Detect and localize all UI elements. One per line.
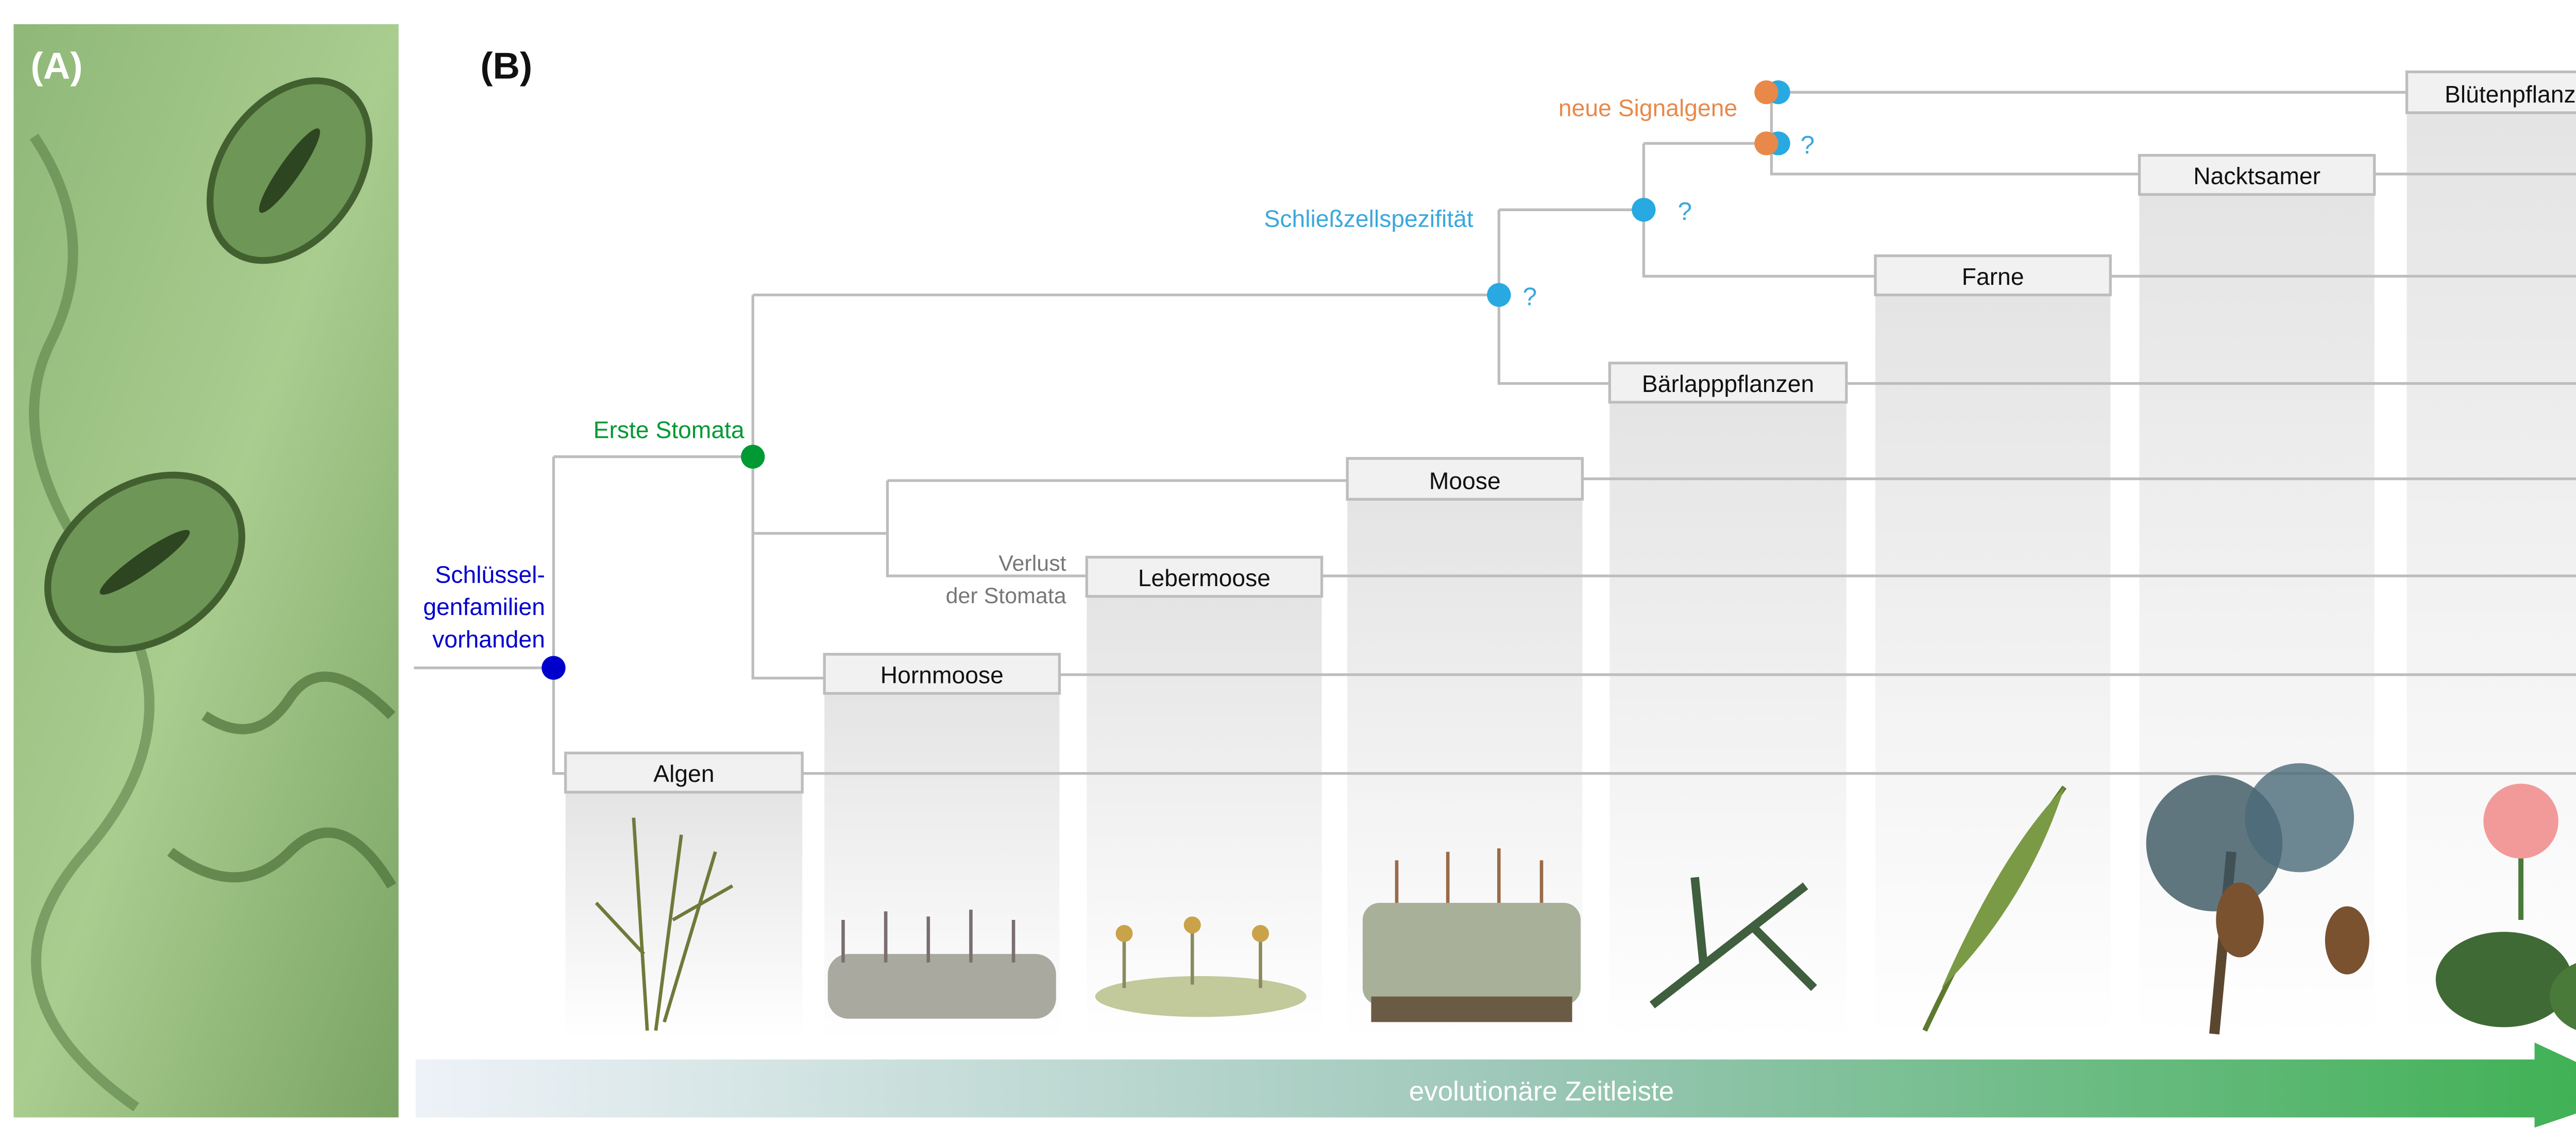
loss-label: Verlust der Stomata bbox=[946, 551, 1066, 608]
taxon-bluetenpflanzen: Blütenpflanzen bbox=[2405, 70, 2576, 114]
taxon-nacktsamer: Nacktsamer bbox=[2138, 153, 2376, 196]
svg-text:vorhanden: vorhanden bbox=[432, 626, 545, 653]
svg-text:?: ? bbox=[1801, 130, 1815, 159]
svg-text:Farne: Farne bbox=[1962, 263, 2024, 290]
svg-text:Verlust: Verlust bbox=[998, 551, 1066, 576]
svg-text:Algen: Algen bbox=[653, 760, 714, 787]
guard-cell-node bbox=[1632, 198, 1656, 222]
taxon-lebermoose: Lebermoose bbox=[1085, 556, 1324, 598]
taxon-algen: Algen bbox=[564, 751, 804, 794]
panel-a-label: (A) bbox=[31, 45, 83, 87]
liverwort-illustration bbox=[1095, 916, 1307, 1017]
clubmoss-illustration bbox=[1649, 877, 1817, 1009]
fern-illustration bbox=[1922, 785, 2067, 1032]
svg-text:genfamilien: genfamilien bbox=[423, 593, 545, 620]
timeline-label: evolutionäre Zeitleiste bbox=[1409, 1076, 1674, 1106]
key-genes-label: Schlüssel- genfamilien vorhanden bbox=[423, 561, 545, 653]
taxon-moose: Moose bbox=[1346, 457, 1584, 501]
taxon-farne: Farne bbox=[1874, 254, 2112, 297]
hornwort-illustration bbox=[827, 910, 1056, 1019]
svg-text:Lebermoose: Lebermoose bbox=[1138, 565, 1270, 591]
svg-text:Blütenpflanzen: Blütenpflanzen bbox=[2445, 81, 2576, 108]
guard-cell-label: Schließzellspezifität bbox=[1264, 205, 1473, 232]
svg-text:Hornmoose: Hornmoose bbox=[880, 661, 1004, 688]
stomata-micrograph bbox=[13, 24, 399, 1118]
key-genes-node bbox=[541, 656, 566, 680]
svg-text:Bärlapppflanzen: Bärlapppflanzen bbox=[1642, 370, 1814, 397]
guard-cell-node bbox=[1487, 283, 1511, 307]
taxon-baerlapppflanzen: Bärlapppflanzen bbox=[1608, 362, 1848, 404]
panel-b-label: (B) bbox=[480, 45, 532, 87]
phylogenetic-tree bbox=[414, 91, 2576, 775]
svg-text:Nacktsamer: Nacktsamer bbox=[2193, 163, 2320, 190]
timeline-arrow: evolutionäre Zeitleiste bbox=[415, 1042, 2576, 1128]
pine-illustration bbox=[2146, 763, 2369, 1035]
uncertain-marker: ? ? ? bbox=[1523, 130, 1815, 311]
signal-genes-node bbox=[1754, 80, 1790, 105]
svg-text:Schlüssel-: Schlüssel- bbox=[435, 561, 545, 588]
signal-genes-node bbox=[1754, 131, 1790, 156]
svg-text:der Stomata: der Stomata bbox=[946, 584, 1066, 608]
geranium-illustration bbox=[2435, 783, 2576, 1030]
taxon-hornmoose: Hornmoose bbox=[823, 653, 1061, 695]
moss-illustration bbox=[1362, 848, 1581, 1022]
svg-text:?: ? bbox=[1523, 282, 1537, 311]
first-stomata-node bbox=[741, 445, 765, 469]
svg-text:?: ? bbox=[1678, 197, 1692, 226]
algae-illustration bbox=[595, 817, 734, 1031]
signal-genes-label: neue Signalgene bbox=[1558, 94, 1737, 121]
svg-text:Moose: Moose bbox=[1429, 468, 1501, 494]
first-stomata-label: Erste Stomata bbox=[594, 416, 744, 443]
